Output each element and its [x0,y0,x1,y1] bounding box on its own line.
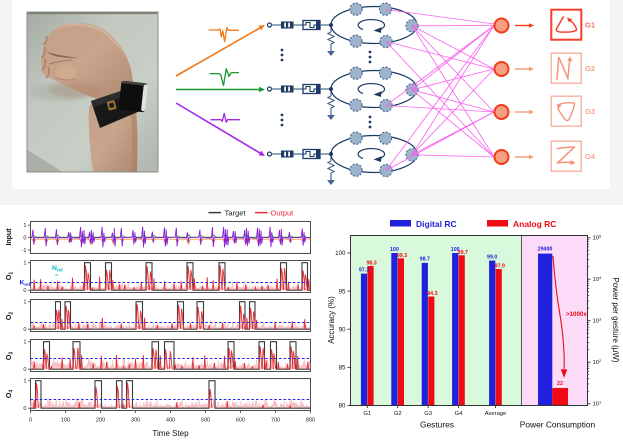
svg-text:101: 101 [593,400,602,408]
svg-text:103: 103 [593,317,602,325]
svg-text:G3: G3 [424,411,432,417]
svg-text:104: 104 [593,275,602,283]
svg-text:1: 1 [23,300,26,306]
svg-text:Input: Input [6,228,13,246]
svg-text:100: 100 [451,247,460,253]
svg-text:700: 700 [271,418,280,424]
svg-text:97.9: 97.9 [495,264,505,270]
svg-text:0: 0 [23,406,26,412]
svg-text:29400: 29400 [538,247,553,253]
svg-text:300: 300 [131,418,140,424]
svg-text:0: 0 [23,236,26,242]
svg-text:G2: G2 [585,64,595,73]
svg-text:≈: ≈ [55,273,58,279]
svg-text:97.3: 97.3 [359,267,369,273]
svg-text:1: 1 [23,340,26,346]
svg-text:99.3: 99.3 [397,253,407,259]
svg-text:102: 102 [593,358,602,366]
svg-text:90: 90 [339,326,346,333]
svg-text:G1: G1 [585,20,595,29]
svg-text:1: 1 [23,223,26,229]
svg-text:>1000x: >1000x [566,311,587,318]
svg-text:100: 100 [390,247,399,253]
svg-text:G2: G2 [394,411,402,417]
svg-text:400: 400 [166,418,175,424]
svg-text:105: 105 [593,234,602,242]
svg-text:Target: Target [225,208,247,217]
svg-text:0: 0 [23,288,26,294]
svg-text:99.7: 99.7 [458,250,468,256]
svg-text:1: 1 [23,261,26,267]
svg-text:98.7: 98.7 [420,257,430,263]
svg-text:Time Step: Time Step [152,429,189,438]
svg-text:1: 1 [23,379,26,385]
svg-text:O4: O4 [6,390,15,398]
svg-text:Nref: Nref [52,265,63,273]
svg-text:Accuracy (%): Accuracy (%) [327,296,336,344]
svg-text:600: 600 [236,418,245,424]
svg-text:G1: G1 [363,411,371,417]
svg-text:100: 100 [61,418,70,424]
svg-text:800: 800 [306,418,315,424]
svg-text:95: 95 [339,288,346,295]
svg-text:O3: O3 [6,352,15,360]
svg-text:80: 80 [339,403,346,410]
svg-text:G4: G4 [455,411,464,417]
svg-text:G4: G4 [585,152,596,161]
svg-text:100: 100 [335,250,346,257]
svg-text:85: 85 [339,365,346,372]
svg-text:Gestures: Gestures [420,420,454,430]
svg-text:0: 0 [23,327,26,333]
svg-text:Digital RC: Digital RC [416,219,457,229]
svg-text:500: 500 [201,418,210,424]
svg-text:G3: G3 [585,107,595,116]
svg-text:0: 0 [29,418,32,424]
svg-text:22: 22 [557,381,563,387]
svg-text:Power Consumption: Power Consumption [520,420,596,430]
svg-text:O1: O1 [6,272,15,280]
svg-text:Average: Average [485,411,507,417]
svg-text:Analog RC: Analog RC [513,219,556,229]
svg-text:O2: O2 [6,312,15,320]
svg-text:Power per gesture (μW): Power per gesture (μW) [611,277,620,362]
svg-text:98.3: 98.3 [366,261,376,267]
svg-text:Kref: Kref [20,280,31,288]
svg-text:200: 200 [96,418,105,424]
svg-text:94.3: 94.3 [427,291,437,297]
svg-text:Output: Output [271,208,295,217]
svg-text:99.0: 99.0 [487,254,497,260]
svg-text:0: 0 [23,367,26,373]
svg-text:-1: -1 [22,248,27,254]
